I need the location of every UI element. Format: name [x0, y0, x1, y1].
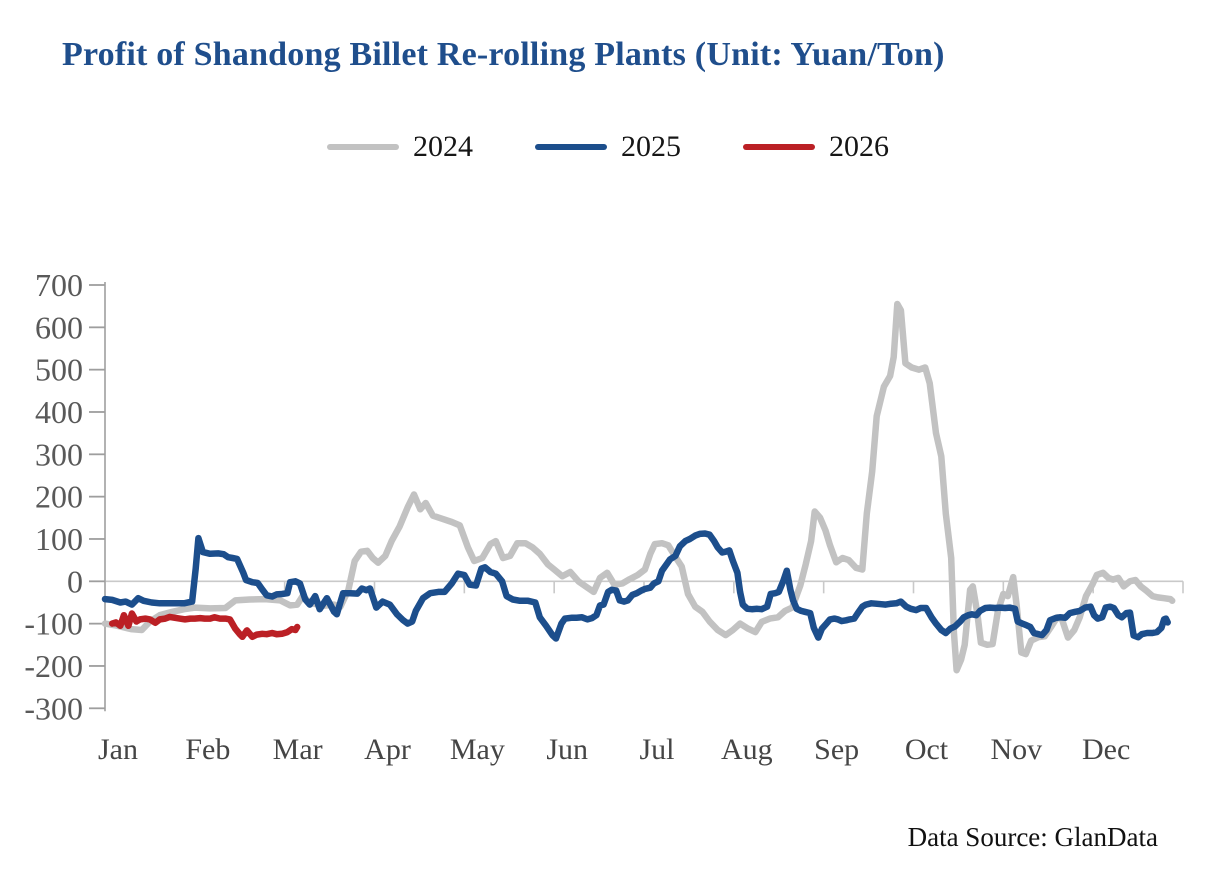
x-axis-month-label: Mar	[273, 733, 323, 766]
x-axis-month-label: Dec	[1082, 733, 1130, 766]
legend-line-swatch-2026	[743, 144, 815, 150]
data-source-note: Data Source: GlanData	[907, 822, 1158, 852]
legend-label-2025: 2025	[621, 130, 681, 163]
y-axis-tick-label: 200	[35, 479, 83, 515]
y-axis-tick-label: 500	[35, 352, 83, 388]
x-axis-month-label: Oct	[905, 733, 949, 766]
chart-legend: 2024 2025 2026	[0, 132, 1216, 162]
x-axis-month-label: Sep	[814, 733, 859, 766]
y-axis-tick-label: 0	[67, 563, 83, 599]
y-axis-tick-label: 400	[35, 394, 83, 430]
legend-item-2024: 2024	[327, 132, 473, 162]
series-line-2024	[101, 300, 1176, 674]
x-axis-month-label: Nov	[990, 733, 1042, 766]
page-title: Profit of Shandong Billet Re-rolling Pla…	[62, 36, 945, 73]
series-line-2025	[101, 530, 1171, 642]
y-axis-tick-label: -300	[24, 690, 83, 726]
y-axis-tick-label: 100	[35, 521, 83, 557]
legend-item-2025: 2025	[535, 132, 681, 162]
legend-label-2026: 2026	[829, 130, 889, 163]
y-axis-tick-label: -100	[24, 606, 83, 642]
legend-label-2024: 2024	[413, 130, 473, 163]
legend-item-2026: 2026	[743, 132, 889, 162]
x-axis-month-label: May	[450, 733, 505, 766]
x-axis-month-label: Aug	[721, 733, 773, 766]
y-axis-tick-label: 600	[35, 309, 83, 345]
series-line-2026	[108, 610, 301, 641]
y-axis-tick-label: 300	[35, 436, 83, 472]
x-axis-month-label: Jan	[98, 733, 138, 766]
x-axis-month-label: Jul	[639, 733, 674, 766]
legend-line-swatch-2025	[535, 144, 607, 150]
y-axis-tick-label: 700	[35, 267, 83, 303]
y-axis-tick-label: -200	[24, 648, 83, 684]
legend-line-swatch-2024	[327, 144, 399, 150]
x-axis-month-label: Jun	[546, 733, 588, 766]
x-axis-month-label: Feb	[185, 733, 230, 766]
x-axis-month-label: Apr	[364, 733, 411, 766]
